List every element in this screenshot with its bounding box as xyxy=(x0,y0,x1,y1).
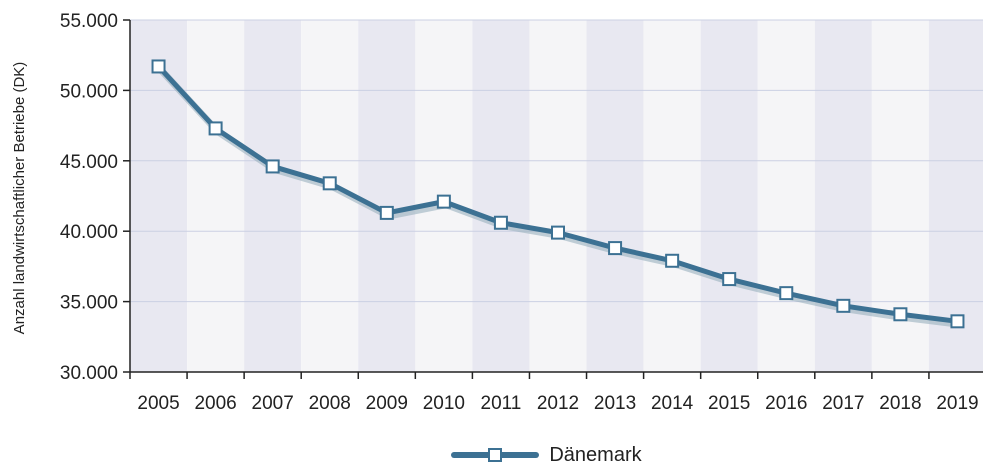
x-tick-label-2007: 2007 xyxy=(252,393,294,414)
data-point-2017 xyxy=(836,298,851,313)
data-point-2014 xyxy=(665,253,680,268)
y-tick-label-40.000: 40.000 xyxy=(60,222,118,243)
series-daenemark xyxy=(151,59,965,329)
data-point-2009 xyxy=(379,205,394,220)
x-tick-label-2019: 2019 xyxy=(936,393,978,414)
x-tick-label-2017: 2017 xyxy=(822,393,864,414)
data-point-2016 xyxy=(779,286,794,301)
y-tick-labels: 30.000 35.000 40.000 45.000 50.000 55.000 xyxy=(60,11,118,384)
legend-label: Dänemark xyxy=(549,443,642,466)
x-tick-label-2012: 2012 xyxy=(537,393,579,414)
line-chart: 30.000 35.000 40.000 45.000 50.000 55.000 200… xyxy=(11,11,983,414)
x-tick-labels: 2005 2006 2007 2008 2009 2010 2011 2012 2013 2014… xyxy=(137,393,978,414)
y-tick-label-30.000: 30.000 xyxy=(60,363,118,384)
band-2007 xyxy=(244,20,302,372)
legend[interactable]: Dänemark xyxy=(0,440,983,470)
x-tick-label-2014: 2014 xyxy=(651,393,694,414)
x-tick-label-2013: 2013 xyxy=(594,393,636,414)
data-point-2013 xyxy=(608,241,623,256)
legend-item-daenemark[interactable]: Dänemark xyxy=(451,443,642,467)
data-point-2006 xyxy=(208,121,223,136)
band-2019 xyxy=(928,20,983,372)
data-point-2019 xyxy=(950,314,965,329)
x-tick-label-2016: 2016 xyxy=(765,393,807,414)
data-point-2010 xyxy=(436,194,451,209)
band-2012 xyxy=(529,20,587,372)
x-tick-label-2009: 2009 xyxy=(366,393,408,414)
band-2006 xyxy=(187,20,245,372)
band-2005 xyxy=(130,20,188,372)
y-tick-label-35.000: 35.000 xyxy=(60,293,118,314)
data-point-2012 xyxy=(551,225,565,240)
data-point-2008 xyxy=(322,176,337,191)
x-tick-label-2015: 2015 xyxy=(708,393,750,414)
data-point-2005 xyxy=(151,59,166,74)
x-tick-label-2010: 2010 xyxy=(423,393,465,414)
data-point-2018 xyxy=(893,307,908,322)
x-tick-label-2008: 2008 xyxy=(309,393,351,414)
y-tick-label-55.000: 55.000 xyxy=(60,11,118,32)
data-point-2011 xyxy=(493,215,508,230)
legend-swatch xyxy=(451,445,540,465)
legend-square-marker-icon xyxy=(488,448,503,462)
band-2014 xyxy=(643,20,701,372)
y-axis-title: Anzahl landwirtschaftlicher Betriebe (DK… xyxy=(11,62,28,335)
band-2009 xyxy=(358,20,416,372)
band-2016 xyxy=(757,20,815,372)
band-2011 xyxy=(472,20,530,372)
axes xyxy=(123,19,983,379)
y-tick-label-45.000: 45.000 xyxy=(60,152,118,173)
x-tick-label-2006: 2006 xyxy=(194,393,236,414)
y-tick-label-50.000: 50.000 xyxy=(60,81,118,102)
x-tick-label-2018: 2018 xyxy=(879,393,921,414)
data-point-2007 xyxy=(265,159,280,174)
band-2013 xyxy=(586,20,644,372)
background-bands xyxy=(130,20,983,372)
data-point-2015 xyxy=(722,272,737,287)
x-tick-label-2011: 2011 xyxy=(481,393,522,414)
band-2017 xyxy=(814,20,872,372)
band-2015 xyxy=(700,20,758,372)
x-tick-label-2005: 2005 xyxy=(137,393,179,414)
